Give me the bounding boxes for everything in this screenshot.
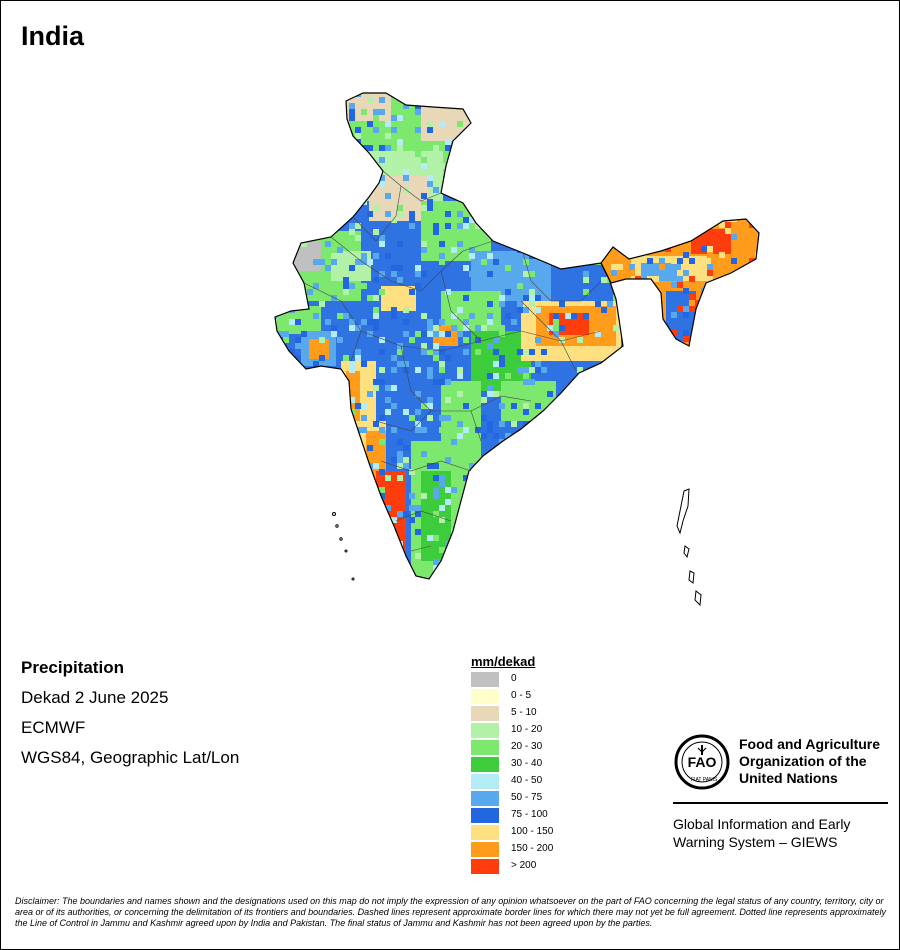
legend-label: 5 - 10 (511, 707, 537, 718)
northeast-border (600, 218, 760, 347)
fao-name: Food and Agriculture Organization of the… (739, 736, 881, 786)
disclaimer: Disclaimer: The boundaries and names sho… (15, 896, 886, 928)
legend-swatch (471, 706, 499, 721)
source-label: ECMWF (21, 718, 86, 737)
fao-emblem-icon: FAO FIAT PANIS (674, 734, 730, 790)
legend-label: > 200 (511, 860, 537, 871)
legend-swatch (471, 825, 499, 840)
precipitation-map (274, 92, 760, 607)
legend-swatch (471, 774, 499, 789)
country-border (274, 92, 624, 580)
legend-label: 40 - 50 (511, 775, 543, 786)
giews-name: Global Information and Early Warning Sys… (673, 816, 851, 850)
legend-swatch (471, 859, 499, 874)
state-borders (303, 170, 602, 552)
variable-label: Precipitation (21, 658, 124, 677)
legend-swatch (471, 791, 499, 806)
period-label: Dekad 2 June 2025 (21, 688, 169, 707)
legend-swatch (471, 672, 499, 687)
projection-label: WGS84, Geographic Lat/Lon (21, 748, 240, 767)
legend-label: 150 - 200 (511, 843, 554, 854)
legend-label: 10 - 20 (511, 724, 543, 735)
legend-label: 0 (511, 673, 517, 684)
country-title: India (21, 21, 85, 51)
legend-swatch (471, 723, 499, 738)
legend-title: mm/dekad (471, 654, 536, 669)
legend-swatch (471, 689, 499, 704)
islands (332, 488, 702, 607)
svg-text:FAO: FAO (688, 754, 717, 770)
legend-swatch (471, 842, 499, 857)
divider-line (673, 802, 888, 804)
legend-label: 50 - 75 (511, 792, 543, 803)
legend-label: 30 - 40 (511, 758, 543, 769)
legend-swatch (471, 757, 499, 772)
legend-label: 20 - 30 (511, 741, 543, 752)
emblem-text: FIAT PANIS (691, 777, 718, 783)
legend-label: 0 - 5 (511, 690, 532, 701)
legend-swatch (471, 740, 499, 755)
legend-label: 75 - 100 (511, 809, 548, 820)
legend-label: 100 - 150 (511, 826, 554, 837)
legend-swatch (471, 808, 499, 823)
